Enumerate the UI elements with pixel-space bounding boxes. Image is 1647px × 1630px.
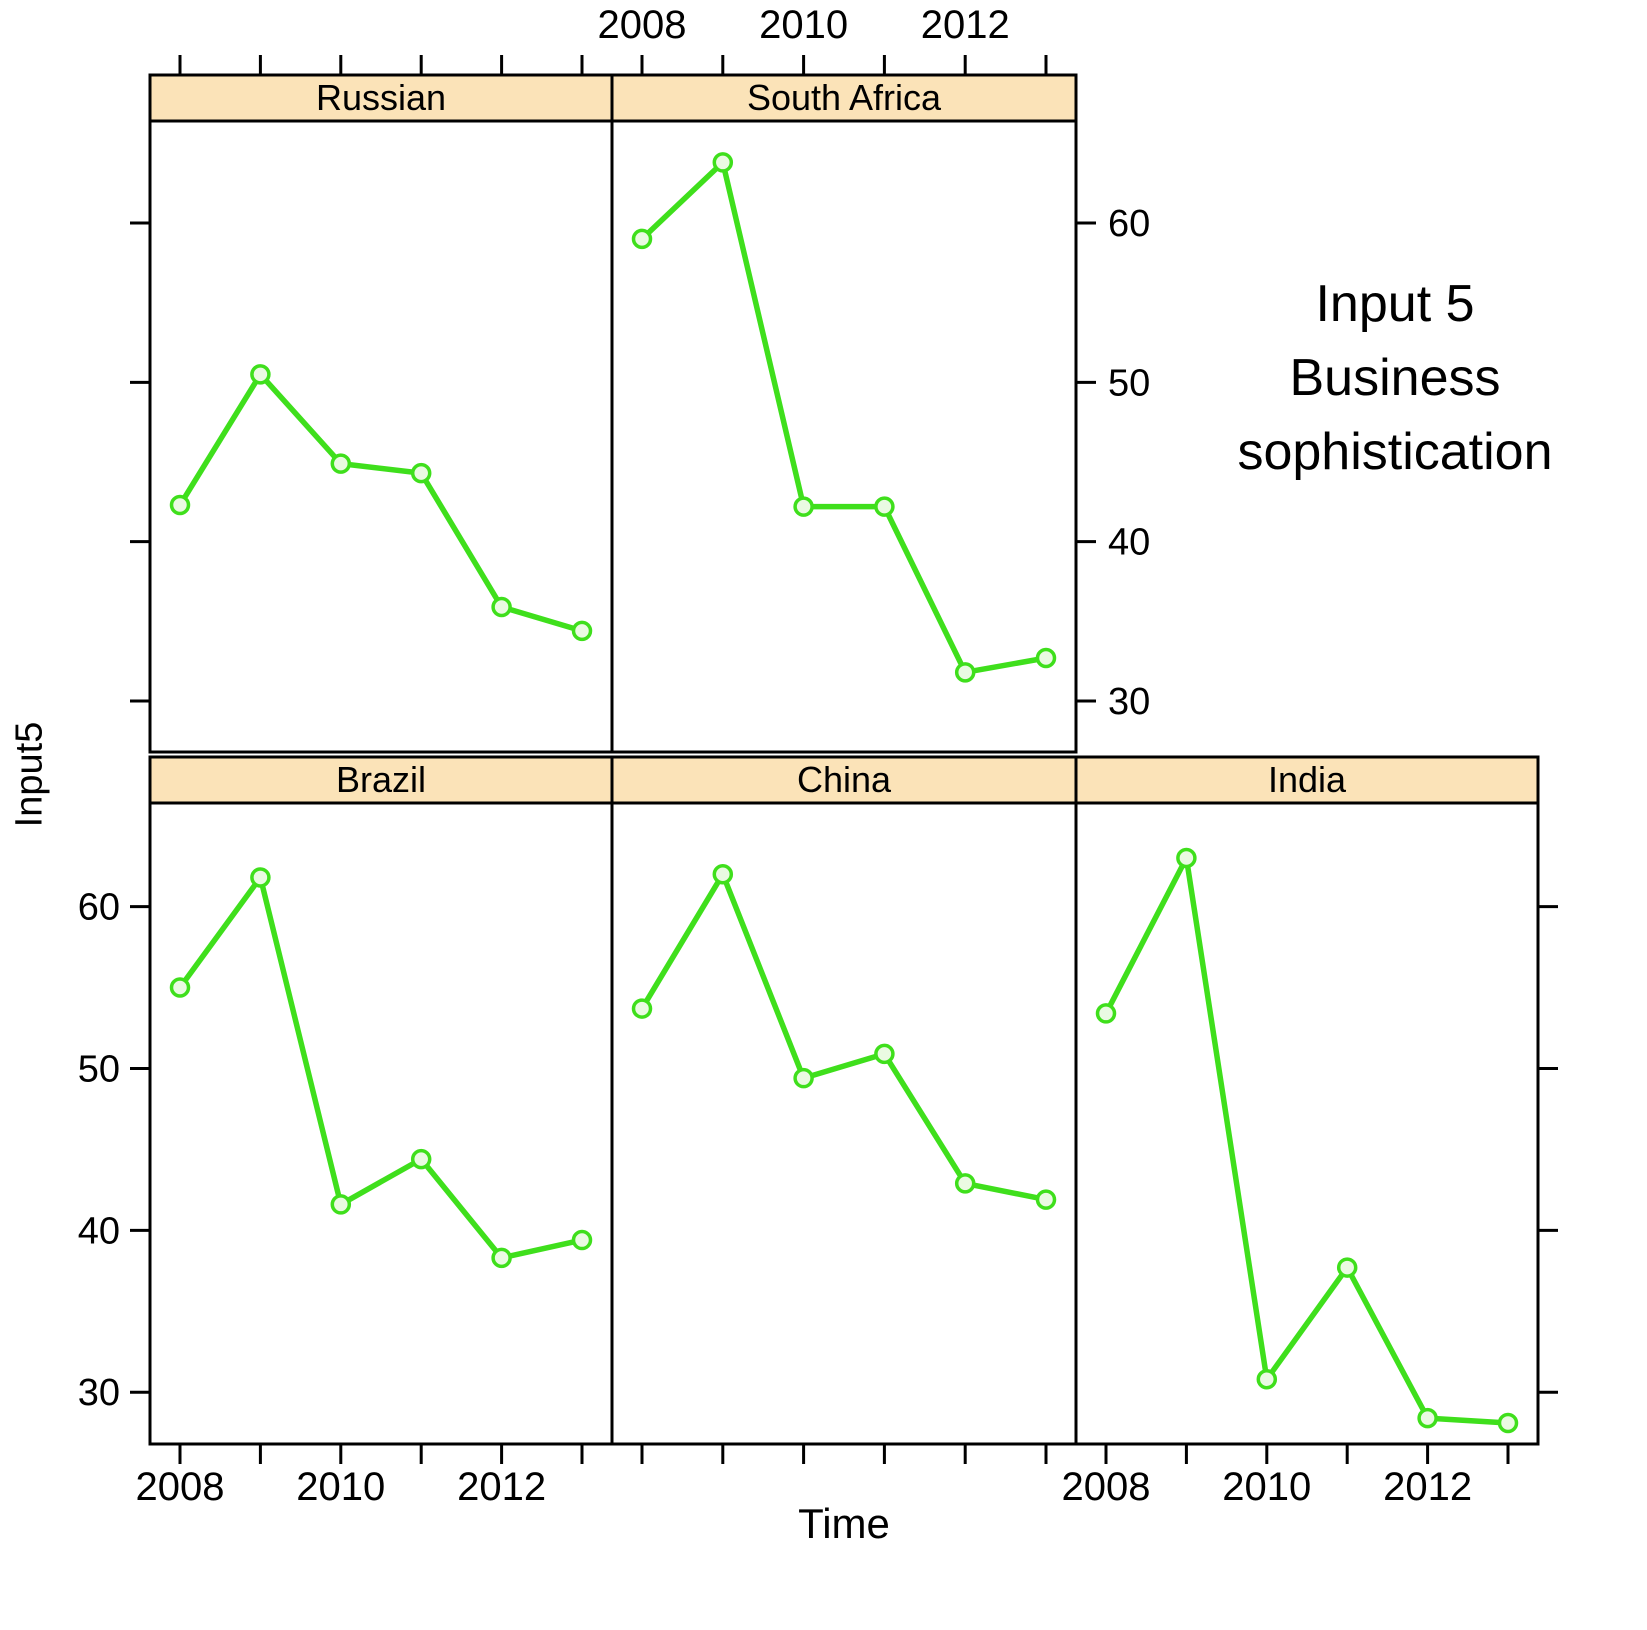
x-tick-label-top: 2012 <box>921 3 1010 47</box>
data-point-china <box>954 1173 976 1194</box>
chart-title: Input 5 Business sophistication <box>1150 268 1640 489</box>
strip-label-brazil: Brazil <box>336 759 426 800</box>
y-tick-label: 50 <box>78 1048 120 1090</box>
data-point-china <box>793 1067 814 1089</box>
y-tick-label: 30 <box>1108 681 1150 723</box>
panel-south-africa <box>610 119 1078 754</box>
data-point-india <box>1336 1257 1358 1278</box>
y-axis-label: Input5 <box>8 721 51 828</box>
strip-label-russian: Russian <box>316 77 446 118</box>
data-point-south-africa <box>631 228 653 250</box>
data-point-brazil <box>410 1148 432 1170</box>
data-point-russian <box>571 620 593 642</box>
data-point-russian <box>250 364 271 385</box>
y-tick-label: 60 <box>1108 203 1150 245</box>
strip-russian <box>148 73 614 123</box>
data-point-brazil <box>491 1247 512 1269</box>
data-point-south-africa <box>1035 647 1057 669</box>
chart-title-line2: Business <box>1289 348 1501 407</box>
y-tick-label: 30 <box>78 1372 120 1414</box>
series-line-russian <box>177 371 585 634</box>
y-tick-label: 40 <box>78 1210 120 1252</box>
panel-brazil <box>148 801 614 1446</box>
strip-brazil <box>148 755 614 805</box>
data-point-brazil <box>571 1229 593 1251</box>
data-point-south-africa <box>712 152 734 173</box>
data-point-brazil <box>250 867 271 888</box>
panel-china <box>610 801 1078 1446</box>
data-point-china <box>1035 1189 1057 1210</box>
data-point-india <box>1176 847 1197 869</box>
x-tick-label-top: 2010 <box>759 3 848 47</box>
data-point-china <box>712 863 734 885</box>
x-tick-label-top: 2008 <box>598 3 687 47</box>
x-tick-label-bottom: 2008 <box>1062 1465 1151 1509</box>
data-point-south-africa <box>793 496 814 517</box>
series-line-india <box>1103 855 1511 1426</box>
strip-south-africa <box>610 73 1078 123</box>
y-tick-label: 50 <box>1108 362 1150 404</box>
data-point-russian <box>330 453 352 474</box>
strip-india <box>1074 755 1540 805</box>
series-line-brazil <box>177 874 585 1261</box>
series-line-china <box>639 871 1049 1203</box>
data-point-india <box>1256 1369 1278 1390</box>
data-point-brazil <box>330 1194 352 1215</box>
data-point-india <box>1095 1003 1117 1024</box>
data-point-india <box>1497 1412 1519 1434</box>
x-tick-label-bottom: 2008 <box>136 1465 225 1509</box>
x-tick-label-bottom: 2010 <box>296 1465 385 1509</box>
data-point-brazil <box>169 977 191 998</box>
data-point-russian <box>410 462 432 484</box>
strip-label-india: India <box>1268 759 1347 800</box>
chart-title-line1: Input 5 <box>1315 275 1475 333</box>
data-point-china <box>874 1043 895 1065</box>
y-tick-label: 60 <box>78 887 120 929</box>
x-axis-label: Time <box>798 1500 890 1547</box>
data-point-india <box>1417 1407 1438 1429</box>
data-point-south-africa <box>874 496 895 517</box>
x-tick-label-bottom: 2010 <box>1222 1465 1311 1509</box>
chart-title-line3: sophistication <box>1237 422 1553 481</box>
data-point-russian <box>491 596 512 618</box>
strip-label-china: China <box>797 759 892 800</box>
x-tick-label-bottom: 2012 <box>1383 1465 1472 1509</box>
data-point-south-africa <box>954 662 976 683</box>
panel-india <box>1074 801 1540 1446</box>
x-tick-label-bottom: 2012 <box>457 1465 546 1509</box>
y-tick-label: 40 <box>1108 522 1150 564</box>
series-line-south-africa <box>639 159 1049 676</box>
data-point-china <box>631 998 653 1019</box>
strip-china <box>610 755 1078 805</box>
panel-russian <box>148 119 614 754</box>
data-point-russian <box>169 494 191 516</box>
strip-label-south-africa: South Africa <box>747 77 942 118</box>
